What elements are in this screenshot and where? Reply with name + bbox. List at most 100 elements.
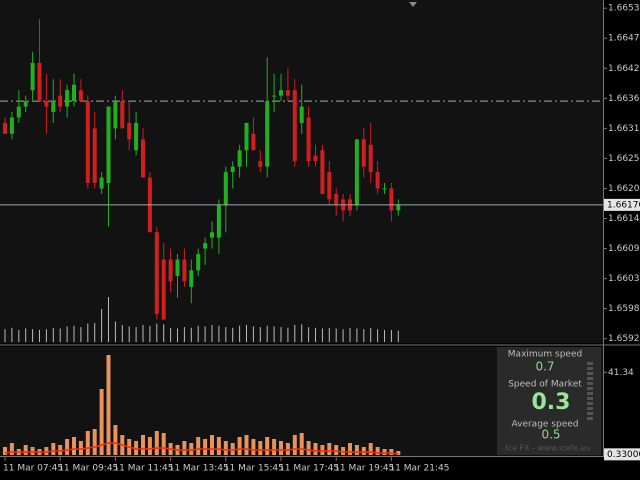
candle-body bbox=[320, 150, 325, 194]
volume-bar bbox=[349, 327, 351, 342]
indicator-bar bbox=[327, 443, 332, 455]
volume-bar bbox=[80, 327, 82, 342]
indicator-bar bbox=[389, 449, 394, 455]
candle-body bbox=[361, 139, 366, 167]
main-pane bbox=[0, 0, 603, 343]
candle-body bbox=[265, 101, 270, 167]
panel-main-value: 0.3 bbox=[532, 390, 571, 415]
candle-body bbox=[134, 122, 139, 151]
volume-bar bbox=[183, 327, 185, 342]
x-tick-label: 11 Mar 15:45 bbox=[224, 464, 284, 474]
indicator-bar bbox=[78, 441, 83, 455]
indicator-bar bbox=[244, 435, 249, 455]
candle-body bbox=[44, 101, 49, 107]
x-tick-label: 11 Mar 09:45 bbox=[58, 464, 118, 474]
volume-bar bbox=[252, 326, 254, 342]
y-tick-label: 1.66420 bbox=[608, 64, 640, 74]
panel-label: Speed of Market bbox=[508, 380, 582, 390]
volume-bar bbox=[128, 326, 130, 342]
volume-bar bbox=[18, 329, 20, 342]
candle-body bbox=[272, 95, 277, 97]
volume-bar bbox=[149, 325, 151, 342]
y-tick-label: 1.66475 bbox=[608, 34, 640, 44]
candle-body bbox=[382, 188, 387, 190]
y-tick-label: 1.65980 bbox=[608, 304, 640, 314]
indicator-bar bbox=[382, 449, 387, 455]
y-tick-label: 1.66530 bbox=[608, 4, 640, 14]
candle-body bbox=[182, 259, 187, 282]
volume-bar bbox=[246, 325, 247, 342]
volume-bar bbox=[273, 326, 275, 342]
volume-bar bbox=[121, 325, 123, 342]
indicator-bar bbox=[23, 445, 28, 455]
volume-bar bbox=[4, 329, 6, 342]
candle-body bbox=[72, 84, 76, 102]
volume-bar bbox=[370, 327, 372, 342]
panel-label: Average speed bbox=[511, 420, 578, 430]
volume-bar bbox=[397, 330, 399, 342]
x-tick-label: 11 Mar 19:45 bbox=[334, 464, 394, 474]
volume-bar bbox=[59, 328, 61, 342]
indicator-bar bbox=[154, 431, 159, 455]
volume-bar bbox=[32, 329, 34, 342]
indicator-bar bbox=[237, 437, 242, 455]
y-tick-label: 1.66365 bbox=[608, 94, 640, 104]
indicator-bar bbox=[279, 441, 283, 455]
volume-bar bbox=[66, 326, 68, 342]
volume-bar bbox=[239, 325, 241, 342]
candle-body bbox=[161, 259, 166, 320]
volume-bar bbox=[390, 329, 392, 342]
indicator-bar bbox=[334, 445, 339, 455]
y-tick-label: 1.65925 bbox=[608, 334, 640, 344]
speed-meter bbox=[587, 362, 593, 420]
candle-body bbox=[37, 62, 42, 102]
x-tick-label: 11 Mar 17:45 bbox=[279, 464, 339, 474]
volume-bar bbox=[108, 297, 109, 342]
candle-body bbox=[85, 101, 90, 184]
volume-bar bbox=[259, 327, 261, 342]
y-tick-label: 1.66090 bbox=[608, 244, 640, 254]
volume-bar bbox=[225, 327, 227, 342]
volume-bar bbox=[287, 327, 289, 342]
current-price-box bbox=[604, 198, 640, 211]
indicator-bar bbox=[3, 447, 7, 455]
current-value-label: 0.33000 bbox=[607, 450, 640, 460]
candle-body bbox=[9, 117, 14, 134]
volume-bar bbox=[294, 325, 296, 342]
indicator-bar bbox=[161, 433, 166, 455]
indicator-bar bbox=[320, 445, 325, 455]
current-value-box bbox=[604, 448, 640, 461]
candle-body bbox=[244, 122, 249, 151]
indicator-bar bbox=[203, 439, 208, 455]
candle-body bbox=[106, 106, 111, 184]
indicator-bar bbox=[341, 447, 346, 455]
candle-body bbox=[127, 122, 132, 140]
indicator-bar bbox=[292, 435, 297, 455]
candle-body bbox=[368, 144, 373, 173]
panel-value: 0.7 bbox=[535, 360, 554, 374]
candle-body bbox=[216, 204, 221, 238]
indicator-bar bbox=[182, 441, 187, 455]
indicator-bar bbox=[58, 445, 63, 455]
indicator-bar bbox=[368, 443, 373, 455]
candle-body bbox=[313, 155, 318, 162]
indicator-bar bbox=[85, 431, 90, 455]
panel-background bbox=[497, 347, 601, 455]
candle-body bbox=[154, 232, 159, 315]
x-tick-label: 11 Mar 13:45 bbox=[169, 464, 229, 474]
volume-bar bbox=[377, 329, 379, 342]
indicator-bar bbox=[106, 355, 111, 455]
candle-body bbox=[113, 101, 118, 129]
candle-body bbox=[58, 95, 63, 107]
candle-body bbox=[258, 161, 263, 167]
candle-body bbox=[223, 172, 228, 205]
candle-body bbox=[99, 177, 104, 189]
candle-body bbox=[375, 172, 380, 189]
indicator-bar bbox=[251, 439, 256, 455]
candle-body bbox=[141, 139, 145, 178]
indicator-bar bbox=[216, 437, 221, 455]
volume-bar bbox=[266, 325, 268, 342]
volume-bar bbox=[301, 324, 303, 342]
volume-bar bbox=[87, 323, 89, 342]
